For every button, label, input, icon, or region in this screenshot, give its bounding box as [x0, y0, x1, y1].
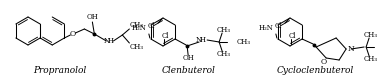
- Text: Cl: Cl: [148, 22, 155, 30]
- Text: O: O: [69, 30, 76, 38]
- Text: Propranolol: Propranolol: [33, 66, 87, 75]
- Text: OH: OH: [87, 13, 98, 21]
- Text: Cl: Cl: [275, 22, 282, 30]
- Text: H: H: [107, 37, 113, 45]
- Text: H: H: [200, 36, 206, 44]
- Text: H₂N: H₂N: [259, 24, 274, 32]
- Text: O: O: [321, 58, 327, 66]
- Text: N: N: [196, 36, 202, 44]
- Text: OH: OH: [182, 54, 194, 62]
- Text: N: N: [348, 45, 355, 53]
- Text: CH₃: CH₃: [237, 38, 251, 46]
- Text: CH₃: CH₃: [364, 55, 378, 63]
- Text: N: N: [103, 37, 110, 45]
- Text: CH₃: CH₃: [129, 21, 143, 29]
- Text: H₂N: H₂N: [132, 24, 147, 32]
- Text: CH₃: CH₃: [217, 50, 231, 58]
- Text: Cycloclenbuterol: Cycloclenbuterol: [276, 66, 354, 75]
- Text: CH₃: CH₃: [217, 26, 231, 34]
- Text: Clenbuterol: Clenbuterol: [162, 66, 216, 75]
- Text: CH₃: CH₃: [129, 43, 143, 51]
- Text: Cl: Cl: [161, 32, 169, 40]
- Text: Cl: Cl: [288, 32, 296, 40]
- Text: CH₃: CH₃: [364, 31, 378, 39]
